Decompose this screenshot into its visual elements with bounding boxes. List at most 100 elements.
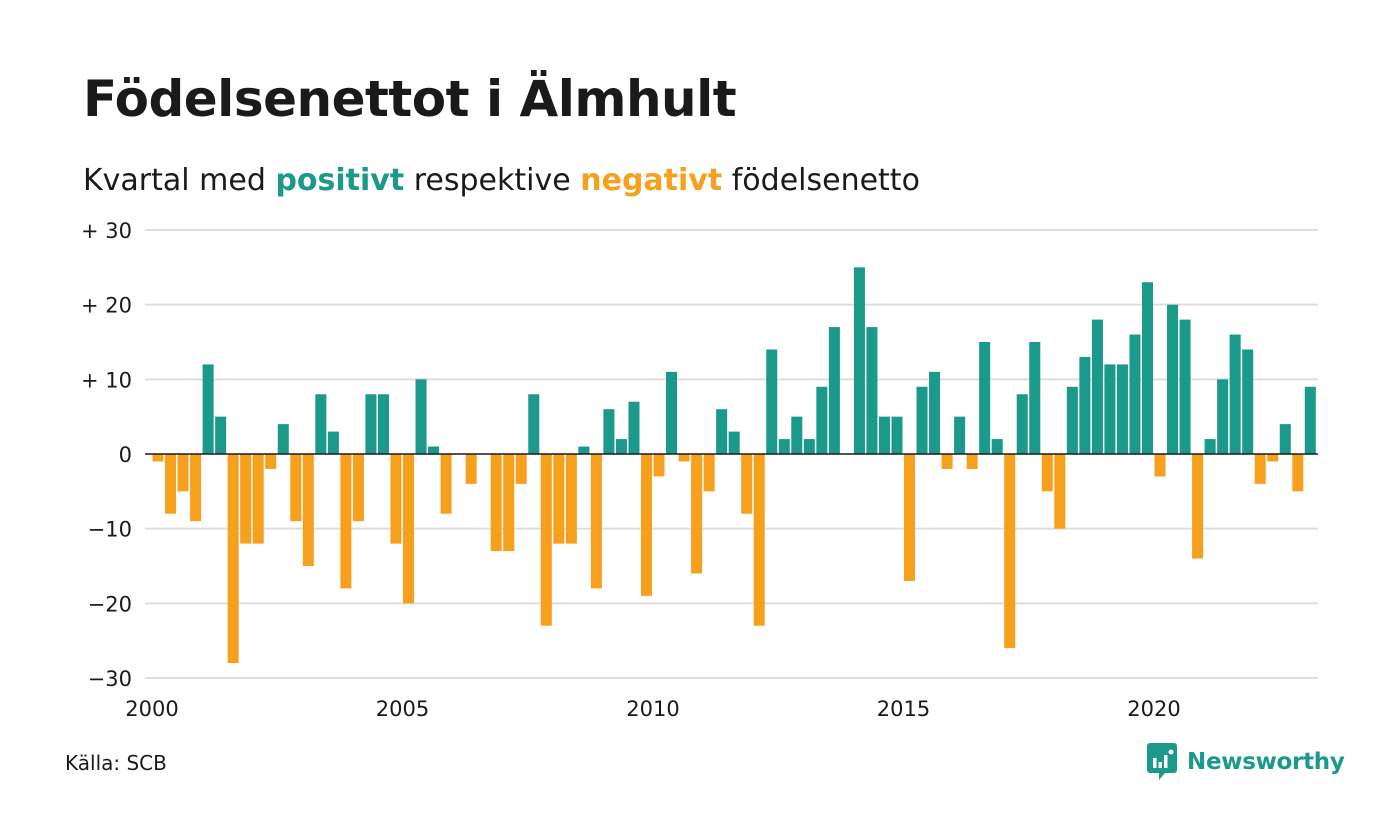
bar — [1029, 342, 1041, 454]
bar — [753, 454, 765, 626]
bar — [929, 371, 941, 454]
bar — [1054, 454, 1066, 529]
bar — [465, 454, 477, 484]
bar — [653, 454, 665, 477]
bar — [778, 439, 790, 454]
chart-subtitle: Kvartal med positivt respektive negativt… — [83, 163, 920, 198]
bar — [1242, 349, 1254, 454]
bar — [703, 454, 715, 492]
bar — [1254, 454, 1266, 484]
bar — [177, 454, 189, 492]
bar — [766, 349, 778, 454]
bar — [365, 394, 377, 454]
bar — [152, 454, 164, 462]
bar — [1279, 424, 1291, 454]
bar — [941, 454, 953, 469]
bar — [265, 454, 277, 469]
bar — [503, 454, 515, 552]
bar — [1192, 454, 1204, 559]
bar — [803, 439, 815, 454]
bar — [1292, 454, 1304, 492]
bar — [1267, 454, 1279, 462]
bar — [240, 454, 252, 544]
y-tick-label: 0 — [119, 443, 132, 467]
bar — [340, 454, 352, 589]
x-tick-label: 2000 — [125, 697, 178, 721]
bar — [628, 401, 640, 454]
bar — [691, 454, 703, 574]
bar — [590, 454, 602, 589]
bar — [666, 371, 678, 454]
bar — [415, 379, 427, 454]
bar — [603, 409, 615, 454]
subtitle-suffix: födelsenetto — [731, 163, 920, 198]
bar — [1154, 454, 1166, 477]
bar — [403, 454, 415, 604]
bar — [1004, 454, 1016, 649]
bar — [816, 386, 828, 454]
newsworthy-logo-icon — [1147, 743, 1177, 780]
bar — [390, 454, 402, 544]
bar — [1179, 319, 1191, 454]
bar — [1204, 439, 1216, 454]
bar — [1229, 334, 1241, 454]
source-note: Källa: SCB — [65, 751, 167, 775]
bar — [290, 454, 302, 522]
bar — [490, 454, 502, 552]
bar — [615, 439, 627, 454]
bar — [553, 454, 565, 544]
y-tick-label: −20 — [88, 592, 132, 616]
bar — [190, 454, 202, 522]
y-tick-label: + 20 — [81, 294, 132, 318]
bar — [565, 454, 577, 544]
bar — [540, 454, 552, 626]
bar — [1129, 334, 1141, 454]
bar — [1167, 304, 1179, 454]
bar — [853, 267, 865, 454]
bar — [165, 454, 177, 514]
subtitle-negative-word: negativt — [580, 163, 723, 198]
bar — [916, 386, 928, 454]
chart-title: Födelsenettot i Älmhult — [83, 70, 737, 128]
bar — [1016, 394, 1028, 454]
bar — [1304, 386, 1316, 454]
bar — [215, 416, 227, 454]
y-tick-label: −30 — [88, 667, 132, 691]
bar — [202, 364, 214, 454]
bar — [528, 394, 540, 454]
bar — [315, 394, 327, 454]
logo-text: Newsworthy — [1187, 749, 1345, 775]
subtitle-prefix: Kvartal med — [83, 163, 266, 198]
subtitle-positive-word: positivt — [275, 163, 405, 198]
bar — [440, 454, 452, 514]
bar — [327, 431, 339, 454]
bar — [1141, 282, 1154, 454]
bar — [866, 327, 878, 454]
bar — [1079, 356, 1091, 454]
bar — [428, 446, 440, 454]
bar — [1066, 386, 1078, 454]
bar — [252, 454, 264, 544]
bar — [728, 431, 740, 454]
x-tick-label: 2005 — [376, 697, 429, 721]
bar — [1217, 379, 1229, 454]
x-tick-label: 2010 — [626, 697, 679, 721]
bar — [302, 454, 314, 566]
y-tick-label: + 30 — [81, 219, 132, 243]
bar — [678, 454, 690, 462]
bar — [878, 416, 890, 454]
y-tick-label: −10 — [88, 518, 132, 542]
bar — [741, 454, 753, 514]
bar — [227, 454, 239, 664]
bar — [1116, 364, 1128, 454]
bar — [716, 409, 728, 454]
bar — [891, 416, 903, 454]
y-tick-label: + 10 — [81, 368, 132, 392]
bar — [1041, 454, 1053, 492]
bar — [640, 454, 653, 596]
bar — [1104, 364, 1116, 454]
bar — [979, 342, 991, 454]
x-tick-label: 2020 — [1127, 697, 1180, 721]
bar — [828, 327, 840, 454]
